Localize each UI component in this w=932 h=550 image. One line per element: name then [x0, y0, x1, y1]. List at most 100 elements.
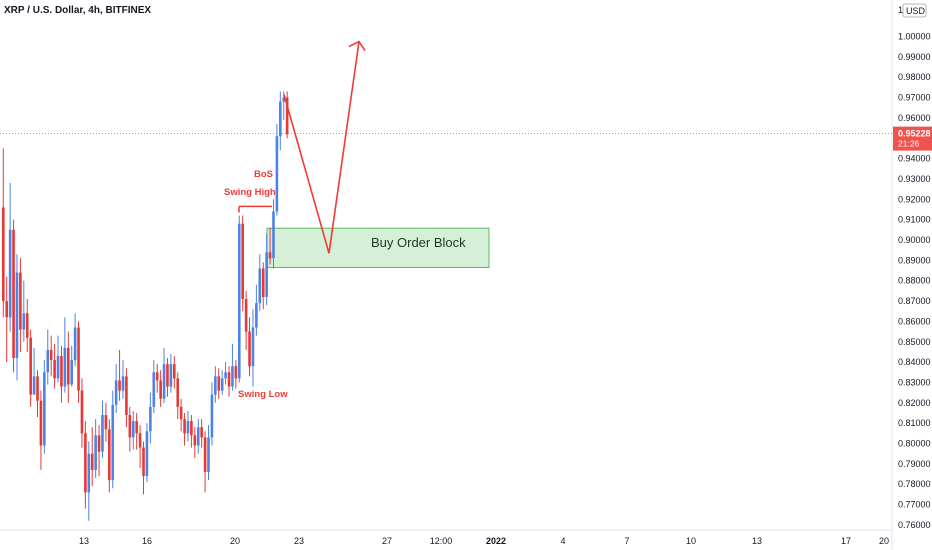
candle-body [149, 406, 152, 432]
price-tick-label: 0.84000 [898, 357, 931, 367]
candle [36, 370, 39, 418]
last-price-value: 0.95228 [898, 129, 931, 139]
candle [135, 412, 138, 450]
candle [279, 91, 282, 151]
candle [275, 124, 279, 216]
candle [186, 410, 190, 442]
candle [152, 360, 156, 413]
candle [114, 364, 118, 413]
price-tick-label: 0.86000 [898, 316, 931, 326]
price-tick-label: 0.79000 [898, 459, 931, 469]
candle [217, 368, 221, 399]
candle-body [196, 427, 200, 446]
projection-arrowhead [348, 40, 366, 52]
candle-body [173, 364, 176, 379]
candles-group [2, 91, 289, 521]
candle [224, 362, 227, 385]
candle-body [159, 380, 162, 399]
candle-body [190, 421, 193, 436]
price-tick-label: 0.85000 [898, 337, 931, 347]
candle [108, 419, 111, 493]
candle-body [224, 372, 227, 379]
candle-body [22, 313, 26, 330]
price-tick-label: 0.88000 [898, 276, 931, 286]
time-tick-label: 2022 [486, 536, 506, 546]
candle [90, 427, 94, 487]
candle-body [19, 272, 22, 330]
candle-body [70, 360, 73, 385]
price-tick-label: 0.76000 [898, 520, 931, 530]
candle-body [248, 331, 251, 367]
candle [5, 276, 9, 363]
candle-body [63, 347, 67, 387]
candle-body [131, 421, 135, 438]
candle [104, 402, 108, 442]
candle-body [207, 437, 210, 472]
candle-body [142, 447, 145, 477]
time-tick-label: 27 [382, 536, 392, 546]
candle [265, 233, 268, 306]
candle [94, 419, 97, 479]
candle [166, 358, 169, 397]
candle [84, 421, 87, 509]
candle [125, 368, 128, 428]
candle-body [162, 364, 166, 399]
candle [87, 441, 91, 521]
swing-high-label: Swing High [224, 187, 276, 198]
candle-body [8, 229, 12, 318]
candle [176, 372, 180, 420]
price-tick-label: 0.80000 [898, 439, 931, 449]
candle [131, 410, 135, 450]
candle [66, 331, 70, 403]
candle [63, 317, 67, 393]
annotation-overlays [0, 40, 892, 254]
currency-badge[interactable]: USD [902, 3, 927, 18]
candle-body [101, 415, 104, 452]
price-tick-label: 0.98000 [898, 72, 931, 82]
candle-body [111, 404, 115, 481]
candle [121, 360, 125, 399]
candle [248, 317, 251, 377]
candle [285, 91, 289, 139]
candle-body [138, 433, 142, 448]
price-tick-label: 0.89000 [898, 255, 931, 265]
candle-body [53, 360, 56, 379]
candle-body [220, 378, 224, 391]
candle [25, 299, 29, 352]
candle [203, 431, 207, 493]
candle-body [255, 303, 258, 328]
candle [70, 345, 73, 387]
candle [244, 290, 248, 350]
candle [214, 366, 217, 403]
candle [210, 382, 214, 446]
candle-body [66, 347, 70, 385]
candle [162, 347, 166, 403]
candle-body [25, 313, 29, 338]
time-tick-label: 13 [752, 536, 762, 546]
candle [200, 419, 203, 448]
candle-body [128, 415, 132, 438]
candle-body [282, 97, 286, 102]
candle-body [234, 366, 238, 379]
candle-body [56, 355, 60, 379]
candle [179, 398, 183, 432]
candle [32, 347, 36, 395]
price-tick-label: 0.78000 [898, 479, 931, 489]
time-tick-label: 13 [79, 536, 89, 546]
candle [196, 419, 200, 454]
candle-body [43, 372, 46, 446]
candle-body [12, 229, 15, 359]
currency-label: USD [906, 6, 926, 16]
candle-body [97, 435, 101, 452]
price-tick-label: 0.87000 [898, 296, 931, 306]
candle-body [125, 376, 128, 416]
candle [46, 329, 50, 385]
candle-body [29, 337, 32, 395]
candle [15, 254, 19, 381]
candle [234, 360, 238, 389]
candle [80, 378, 84, 448]
candle-body [36, 376, 39, 401]
candle-body [49, 349, 53, 361]
